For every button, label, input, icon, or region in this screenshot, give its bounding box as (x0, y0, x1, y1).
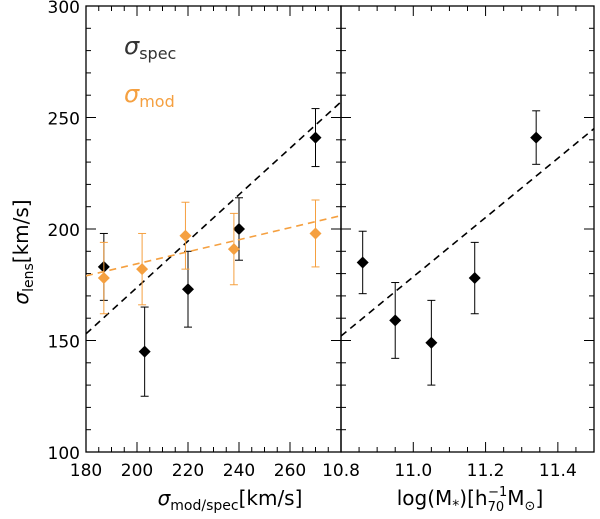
data-point-mass (425, 336, 438, 349)
xr-pre: log(M (397, 486, 453, 510)
data-point-σ_mod (136, 263, 149, 276)
data-point-mass (389, 314, 402, 327)
legend-spec-main: σ (124, 32, 140, 60)
fit-line-mass (341, 128, 594, 337)
x-label-sub: mod/spec (170, 498, 238, 514)
data-point-mass (530, 131, 543, 144)
x-axis-label-right: log(M*)[h70−1M⊙] (397, 485, 544, 515)
x-tick-label: 260 (274, 461, 306, 481)
xr-hsup: −1 (488, 485, 507, 500)
x-tick-label: 10.8 (322, 461, 360, 481)
y-tick-label: 100 (48, 444, 80, 464)
x-axis-label-left: σmod/spec[km/s] (158, 486, 303, 514)
data-point-σ_mod (179, 229, 192, 242)
data-point-mass (356, 256, 369, 269)
data-point-mass (468, 272, 481, 285)
y-tick-label: 150 (48, 333, 80, 353)
data-point-σ_spec (138, 345, 151, 358)
data-point-σ_mod (97, 272, 110, 285)
data-point-σ_spec (182, 283, 194, 296)
x-label-unit: [km/s] (239, 486, 303, 510)
x-tick-label: 180 (70, 461, 102, 481)
y-tick-label: 250 (48, 110, 80, 130)
x-tick-label: 11.2 (467, 461, 505, 481)
xr-mid: )[h (459, 486, 487, 510)
legend-mod-main: σ (124, 80, 140, 108)
data-point-σ_mod (227, 243, 240, 256)
xr-mm: M (507, 486, 524, 510)
x-tick-label: 11.4 (539, 461, 577, 481)
right-panel: 10.8 11.0 11.2 11.4 (322, 5, 595, 481)
x-tick-label: 11.0 (394, 461, 432, 481)
plot-frame-0 (85, 5, 342, 453)
x-tick-label: 220 (172, 461, 204, 481)
y-tick-label: 200 (48, 221, 80, 241)
data-point-σ_spec (309, 131, 322, 144)
fit-line-σ_mod (86, 214, 341, 277)
x-tick-label: 200 (121, 461, 153, 481)
legend-mod-sub: mod (139, 92, 175, 111)
y-tick-label: 300 (48, 0, 80, 18)
y-axis-label: σlens[km/s] (9, 199, 37, 304)
fit-line-σ_spec (86, 101, 341, 335)
data-point-σ_spec (233, 223, 245, 235)
legend-spec-sub: spec (139, 44, 176, 63)
data-point-σ_mod (309, 227, 322, 240)
xr-hsub: 70 (488, 500, 505, 515)
y-label-main: σ (9, 291, 33, 305)
y-label-sub: lens (21, 263, 37, 292)
left-panel: 180 200 220 240 260 100 150 200 250 300 (48, 0, 342, 481)
legend-spec: σspec (124, 32, 176, 63)
x-tick-label: 240 (223, 461, 255, 481)
xr-msun: ⊙ (525, 499, 536, 514)
legend-mod: σmod (124, 80, 175, 111)
y-label-unit: [km/s] (9, 199, 33, 263)
xr-end: ] (535, 486, 543, 510)
x-label-main: σ (158, 486, 172, 510)
plot-frame-1 (340, 5, 595, 453)
xr-msub: * (452, 498, 459, 514)
